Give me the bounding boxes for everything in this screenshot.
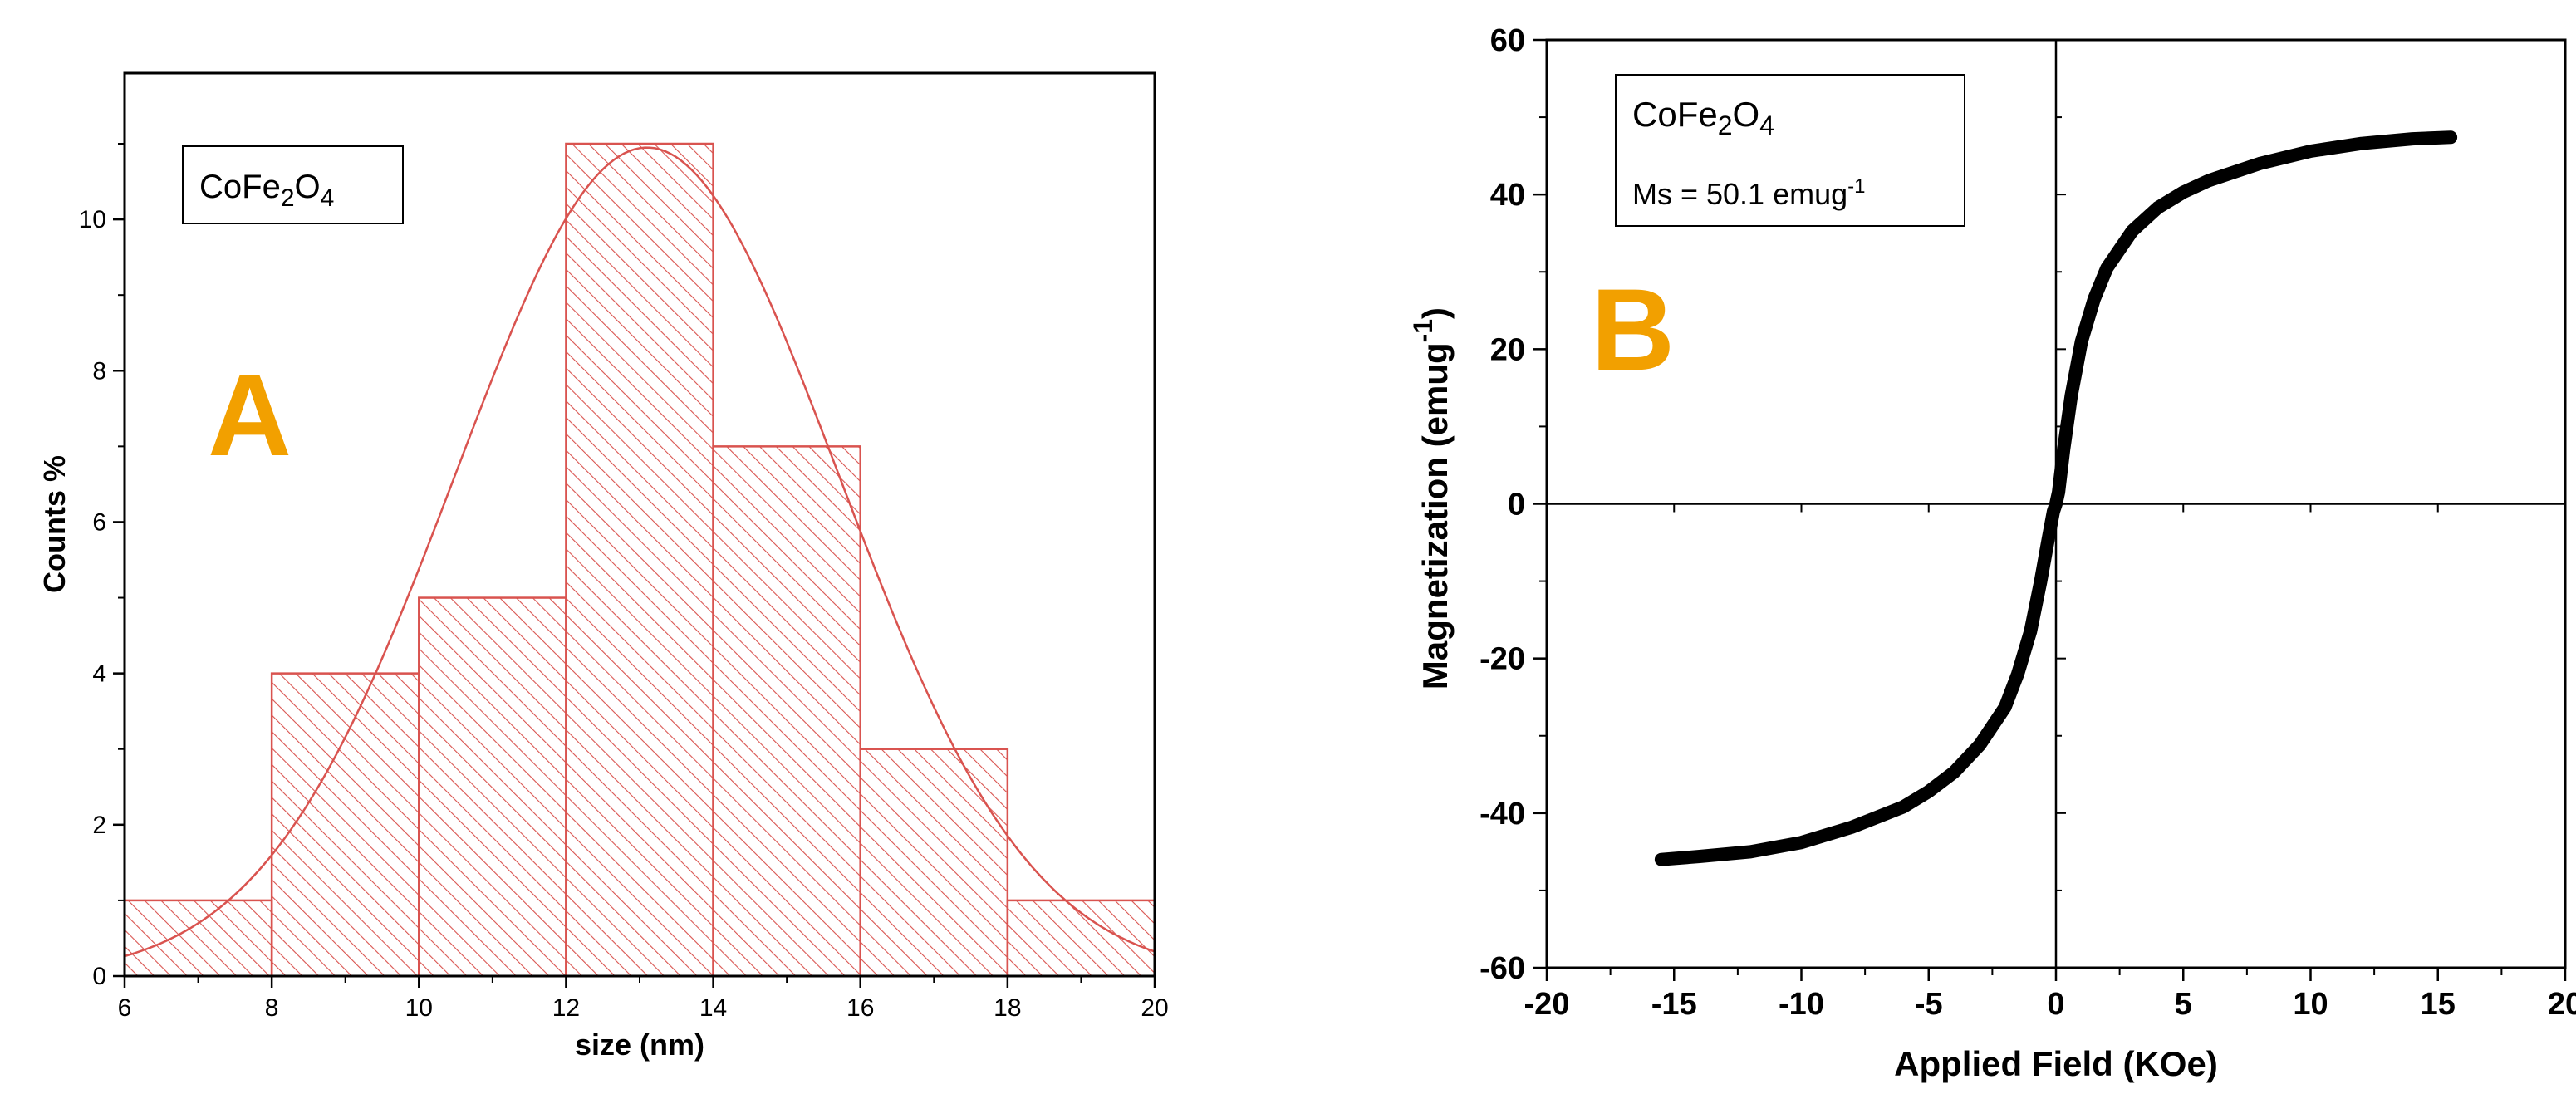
histogram-y-axis-title: Counts % (37, 455, 71, 593)
formula-oxygen: O (1733, 95, 1760, 134)
y-tick-label: 10 (79, 206, 106, 233)
magnetization-inset-label-box: CoFe2O4 Ms = 50.1 emug-1 (1615, 74, 1965, 227)
formula-sub-2: 2 (281, 184, 295, 212)
histogram-bar (565, 142, 714, 978)
magnetization-x-ticks: -20 -15 -10 -5 0 5 10 15 20 (1524, 503, 2576, 1022)
magnetization-y-ticks: 60 40 20 0 -20 -40 -60 (1479, 23, 2066, 986)
y-title-close: ) (1416, 307, 1455, 319)
magnetization-x-axis-title: Applied Field (KOe) (1894, 1044, 2218, 1083)
y-tick-label: -20 (1479, 642, 1525, 677)
x-tick-label: -5 (1915, 987, 1943, 1022)
formula-base: CoFe (199, 169, 281, 205)
x-tick-label: 20 (1141, 994, 1168, 1022)
y-tick-label: 2 (92, 812, 106, 839)
formula-sub-2: 2 (1718, 110, 1733, 140)
x-tick-label: 10 (2293, 987, 2328, 1022)
x-tick-label: 10 (405, 994, 433, 1022)
y-title-text: Magnetization (emug (1416, 342, 1455, 689)
y-tick-label: 8 (92, 357, 106, 385)
magnetization-panel: -20 -15 -10 -5 0 5 10 15 20 60 40 20 0 -20 -40 -60 App… (1408, 23, 2576, 1083)
formula-oxygen: O (295, 169, 321, 205)
svg-text:CoFe2O4: CoFe2O4 (1632, 95, 1774, 140)
panel-label-b: B (1591, 264, 1675, 395)
y-tick-label: 6 (92, 508, 106, 536)
histogram-bar (418, 596, 567, 978)
x-tick-label: -10 (1779, 987, 1824, 1022)
x-tick-label: -15 (1651, 987, 1697, 1022)
x-tick-label: 14 (699, 994, 727, 1022)
formula-sub-4: 4 (1759, 110, 1774, 140)
histogram-bars (123, 142, 1156, 978)
y-tick-label: 40 (1490, 178, 1525, 213)
hysteresis-curve (1654, 130, 2458, 866)
y-tick-label: 0 (92, 963, 106, 990)
x-tick-label: 8 (265, 994, 279, 1022)
y-tick-label: 0 (1508, 488, 1525, 523)
histogram-bar (270, 672, 420, 978)
saturation-magnetization-text: Ms = 50.1 emug (1632, 177, 1847, 211)
x-tick-label: 20 (2548, 987, 2576, 1022)
formula-base: CoFe (1632, 95, 1718, 134)
y-tick-label: 60 (1490, 23, 1525, 58)
x-tick-label: 15 (2421, 987, 2456, 1022)
y-tick-label: -40 (1479, 797, 1525, 832)
formula-sub-4: 4 (321, 184, 335, 212)
x-tick-label: 12 (552, 994, 580, 1022)
y-tick-label: -60 (1479, 951, 1525, 986)
svg-text:Ms = 50.1 emug-1: Ms = 50.1 emug-1 (1632, 175, 1865, 211)
histogram-y-ticks: 0 2 4 6 8 10 (79, 143, 125, 990)
y-tick-label: 20 (1490, 332, 1525, 367)
y-tick-label: 4 (92, 660, 106, 688)
x-tick-label: 16 (846, 994, 874, 1022)
y-title-sup: -1 (1408, 319, 1438, 342)
x-tick-label: 6 (118, 994, 132, 1022)
saturation-magnetization-sup: -1 (1847, 175, 1865, 198)
x-tick-label: 5 (2175, 987, 2192, 1022)
svg-text:CoFe2O4: CoFe2O4 (199, 169, 334, 212)
x-tick-label: 18 (994, 994, 1021, 1022)
panel-label-a: A (208, 350, 292, 480)
x-tick-label: -20 (1524, 987, 1570, 1022)
x-tick-label: 0 (2047, 987, 2064, 1022)
histogram-x-ticks: 6 8 10 12 14 16 18 20 (118, 976, 1169, 1022)
histogram-inset-label-box: CoFe2O4 (182, 145, 404, 224)
gaussian-fit-curve (124, 146, 1156, 958)
histogram-bar (859, 748, 1009, 978)
histogram-bar (712, 445, 861, 978)
histogram-bar (123, 899, 273, 978)
magnetization-y-axis-title: Magnetization (emug-1) (1408, 307, 1455, 689)
histogram-x-axis-title: size (nm) (575, 1028, 704, 1062)
